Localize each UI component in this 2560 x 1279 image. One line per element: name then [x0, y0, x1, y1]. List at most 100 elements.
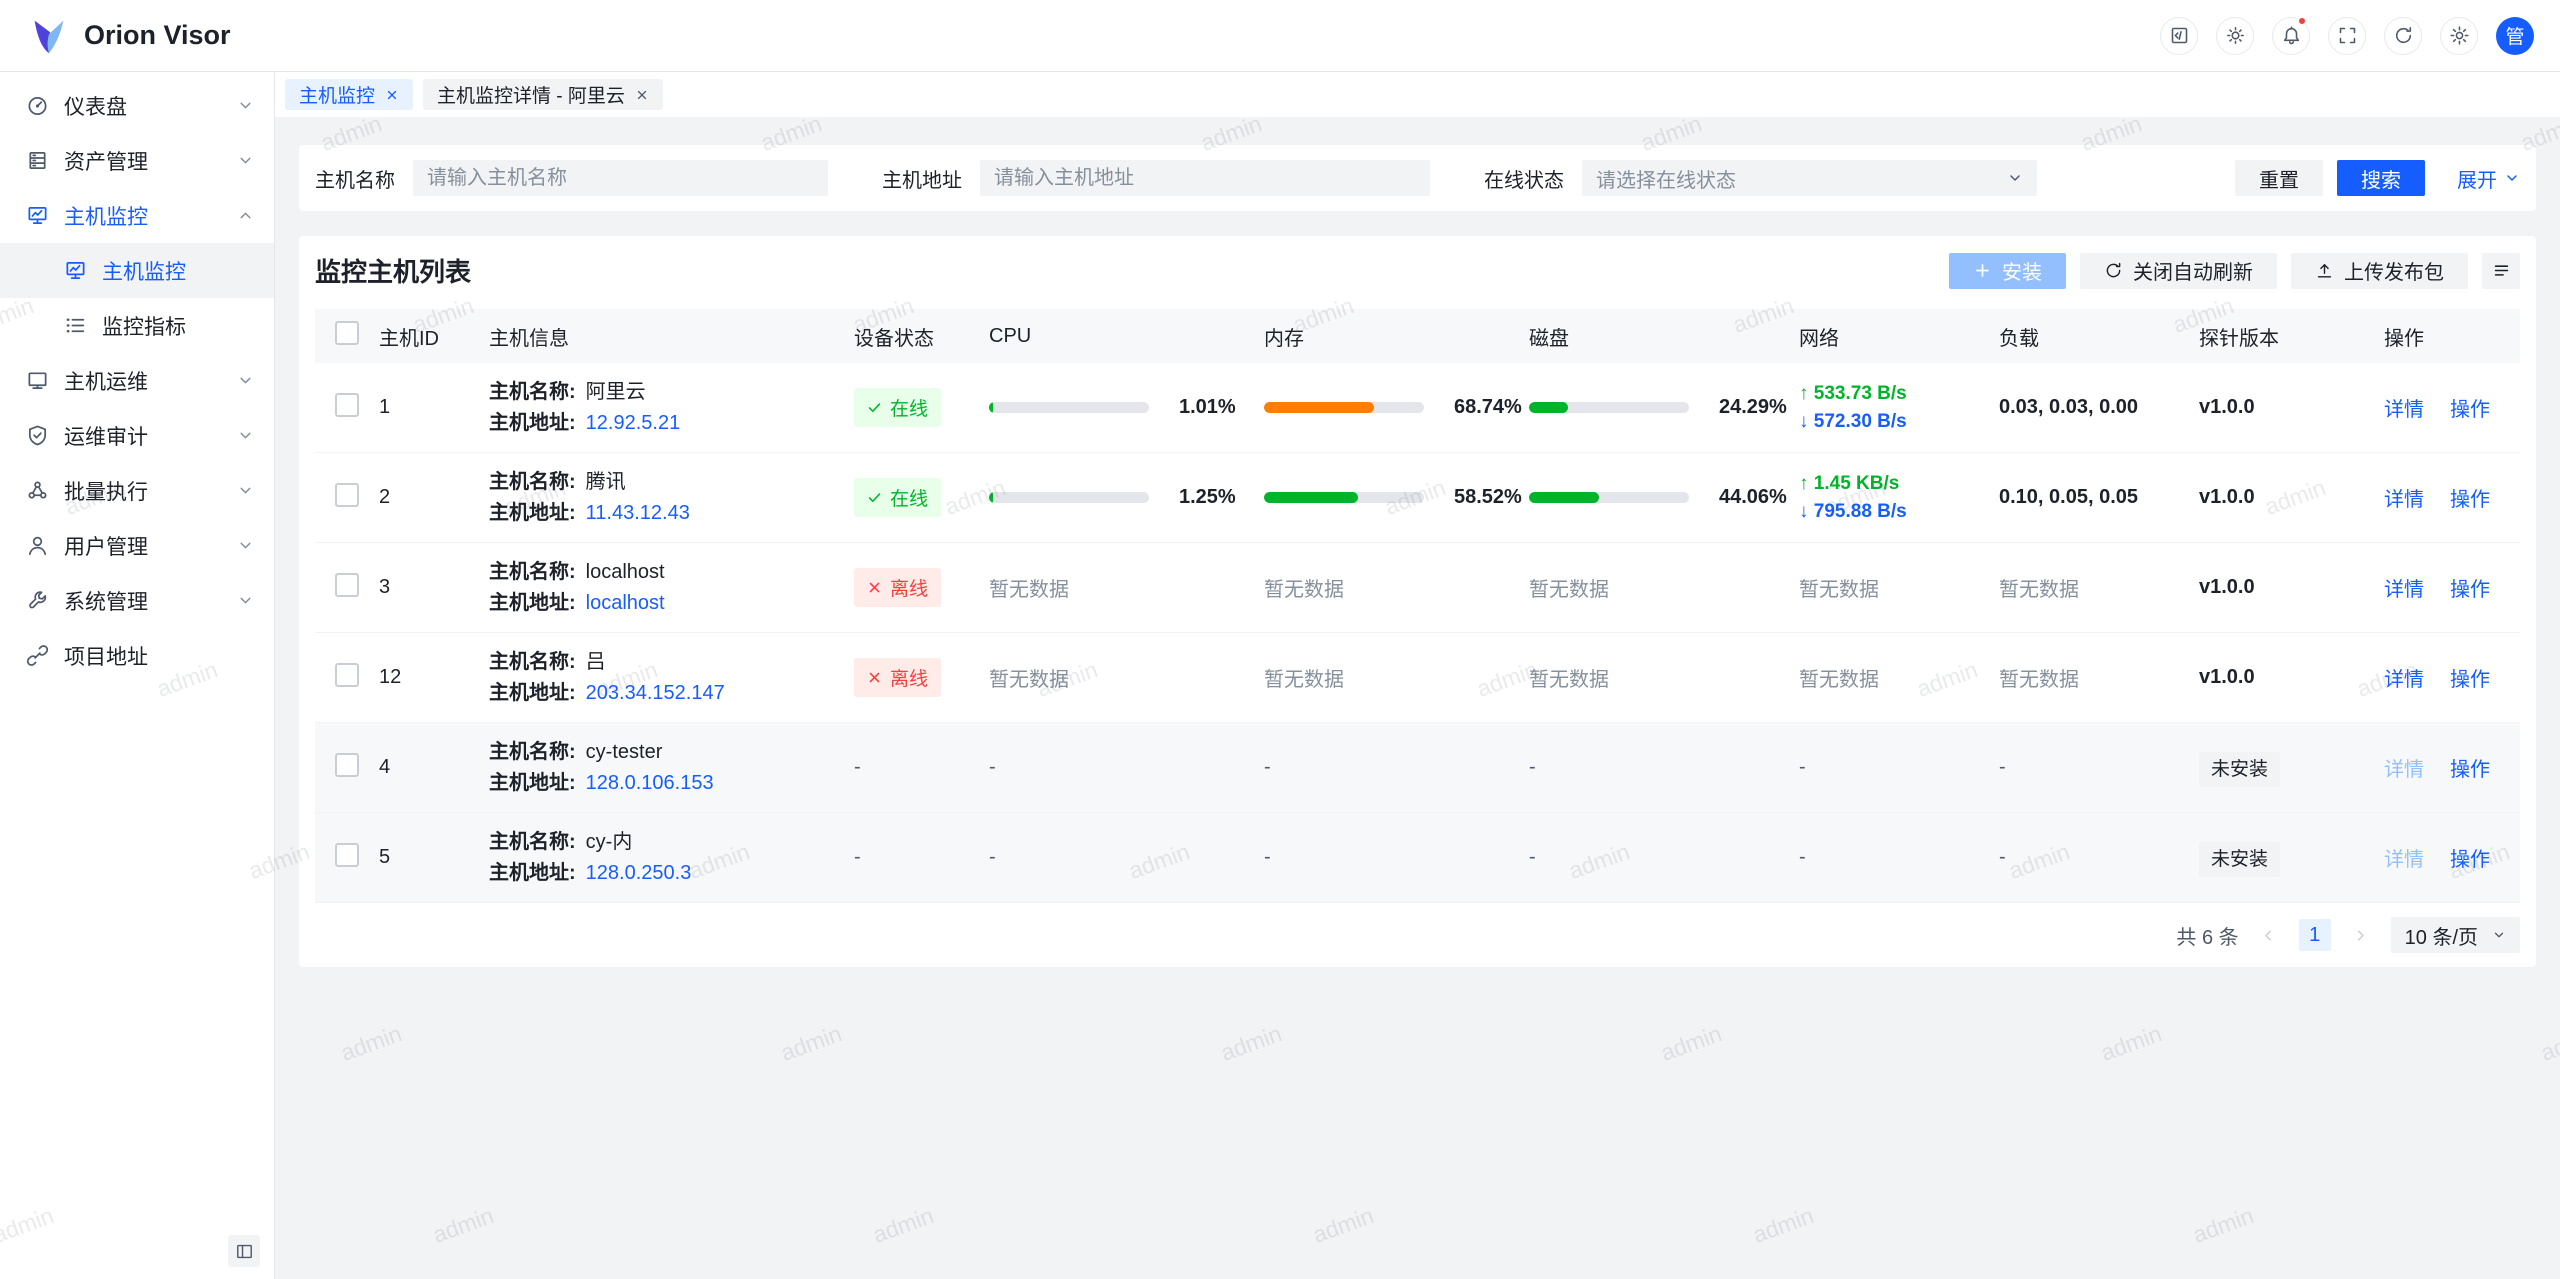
chevron-down-icon — [2504, 170, 2520, 186]
page-size-select[interactable]: 10 条/页 — [2390, 917, 2520, 953]
install-button[interactable]: 安装 — [1949, 252, 2066, 289]
host-id-cell: 3 — [379, 576, 391, 598]
chevron-down-icon — [237, 152, 254, 169]
tab-host-monitoring-detail[interactable]: 主机监控详情 - 阿里云 — [423, 79, 663, 110]
row-checkbox[interactable] — [335, 842, 359, 867]
code-square-icon — [2169, 25, 2190, 46]
sidebar-item-dashboard[interactable]: 仪表盘 — [0, 78, 274, 133]
sidebar-item-project-url[interactable]: 项目地址 — [0, 628, 274, 683]
page-1-button[interactable]: 1 — [2298, 919, 2331, 951]
sidebar-item-host-monitoring[interactable]: 主机监控 — [0, 188, 274, 243]
chevron-down-icon — [237, 482, 254, 499]
host-address-link[interactable]: 203.34.152.147 — [585, 681, 725, 704]
online-status-select[interactable]: 请选择在线状态 — [1582, 160, 2037, 196]
host-address-link[interactable]: 12.92.5.21 — [585, 411, 681, 434]
column-header-0: 主机ID — [379, 327, 439, 350]
operations-link[interactable]: 操作 — [2450, 759, 2490, 781]
row-checkbox[interactable] — [335, 392, 359, 417]
sidebar-item-label: 系统管理 — [64, 590, 148, 614]
agent-version-cell: v1.0.0 — [2199, 486, 2384, 509]
search-button[interactable]: 搜索 — [2337, 160, 2425, 196]
auto-refresh-button[interactable]: 关闭自动刷新 — [2080, 252, 2277, 289]
row-checkbox[interactable] — [335, 572, 359, 597]
row-select-cell — [315, 572, 379, 603]
host-info-cell: 主机名称: cy-内 主机地址: 128.0.250.3 — [489, 827, 854, 889]
list-icon — [64, 314, 87, 337]
sidebar-subitem-monitor-metrics[interactable]: 监控指标 — [0, 298, 274, 353]
expand-link[interactable]: 展开 — [2457, 164, 2520, 193]
sidebar-item-host-ops[interactable]: 主机运维 — [0, 353, 274, 408]
not-installed-badge: 未安装 — [2199, 842, 2281, 877]
sidebar-collapse-button[interactable] — [228, 1235, 260, 1267]
link-icon — [26, 644, 49, 667]
host-address-link[interactable]: 128.0.106.153 — [585, 771, 714, 794]
detail-link[interactable]: 详情 — [2384, 669, 2424, 691]
host-address-link[interactable]: 128.0.250.3 — [585, 861, 692, 884]
no-data-text: 暂无数据 — [1799, 579, 1879, 601]
sidebar-item-user-management[interactable]: 用户管理 — [0, 518, 274, 573]
sidebar-item-ops-audit[interactable]: 运维审计 — [0, 408, 274, 463]
code-button[interactable] — [2160, 16, 2198, 55]
row-checkbox[interactable] — [335, 662, 359, 687]
reset-button[interactable]: 重置 — [2235, 160, 2323, 196]
detail-link[interactable]: 详情 — [2384, 399, 2424, 421]
theme-button[interactable] — [2216, 16, 2254, 55]
operations-link[interactable]: 操作 — [2450, 399, 2490, 421]
sidebar-item-asset-management[interactable]: 资产管理 — [0, 133, 274, 188]
load-cell: - — [1999, 846, 2199, 869]
tab-host-monitoring[interactable]: 主机监控 — [285, 79, 414, 110]
detail-link[interactable]: 详情 — [2384, 579, 2424, 601]
fullscreen-button[interactable] — [2328, 16, 2366, 55]
not-installed-badge: 未安装 — [2199, 752, 2281, 787]
next-page-button[interactable] — [2345, 919, 2377, 951]
host-address-input[interactable] — [980, 160, 1430, 196]
load-cell: 暂无数据 — [1999, 663, 2199, 692]
column-settings-button[interactable] — [2482, 252, 2520, 289]
notifications-button[interactable] — [2272, 15, 2310, 55]
cpu-percent-label: 1.25% — [1179, 486, 1236, 508]
logo-icon — [34, 20, 64, 53]
sidebar: 仪表盘 资产管理 主机监控 主机监控 监控指标 主机运维 运维审计 批量执行 用户管理 系统管理项… — [0, 72, 275, 1279]
no-data-text: 暂无数据 — [1799, 669, 1879, 691]
user-avatar[interactable]: 管 — [2496, 16, 2534, 55]
dash-text: - — [1264, 846, 1271, 868]
upload-package-button[interactable]: 上传发布包 — [2291, 252, 2468, 289]
operations-link[interactable]: 操作 — [2450, 489, 2490, 511]
operations-link[interactable]: 操作 — [2450, 579, 2490, 601]
disk-cell: 暂无数据 — [1529, 573, 1799, 602]
host-address-link[interactable]: 11.43.12.43 — [585, 501, 690, 524]
network-cell: - — [1799, 846, 1999, 869]
host-address-line: 主机地址: 12.92.5.21 — [489, 411, 681, 434]
sidebar-item-system-management[interactable]: 系统管理 — [0, 573, 274, 628]
table-row: 12 主机名称: 吕主机地址: 203.34.152.147 离线 暂无数据 暂无数据 暂无数… — [315, 633, 2520, 723]
row-checkbox[interactable] — [335, 752, 359, 777]
table-row: 5 主机名称: cy-内 主机地址: 128.0.250.3- - - - - - 未安装 详情 操作 — [315, 813, 2520, 903]
page-size-value: 10 条/页 — [2404, 926, 2478, 949]
row-checkbox[interactable] — [335, 482, 359, 507]
detail-link[interactable]: 详情 — [2384, 489, 2424, 511]
mem-cell: 暂无数据 — [1264, 663, 1529, 692]
dash-text: - — [1999, 846, 2006, 868]
select-all-checkbox[interactable] — [335, 321, 359, 345]
install-label: 安装 — [2002, 262, 2042, 284]
prev-page-button[interactable] — [2253, 919, 2285, 951]
sidebar-item-batch-execute[interactable]: 批量执行 — [0, 463, 274, 518]
host-name-input[interactable] — [413, 160, 828, 196]
operations-link[interactable]: 操作 — [2450, 849, 2490, 871]
settings-button[interactable] — [2440, 16, 2478, 55]
host-address-line: 主机地址: 128.0.250.3 — [489, 861, 692, 884]
host-id-cell: 5 — [379, 846, 391, 868]
dash-text: - — [989, 846, 996, 868]
host-info-cell: 主机名称: 阿里云 主机地址: 12.92.5.21 — [489, 377, 854, 439]
disk-percent-label: 24.29% — [1719, 396, 1787, 418]
chevron-down-icon — [237, 97, 254, 114]
mem-percent-label: 58.52% — [1454, 486, 1522, 508]
no-data-text: 暂无数据 — [1529, 579, 1609, 601]
host-address-link[interactable]: localhost — [585, 591, 665, 614]
refresh-button[interactable] — [2384, 16, 2422, 55]
sidebar-subitem-host-monitoring-sub[interactable]: 主机监控 — [0, 243, 274, 298]
agent-version-cell: v1.0.0 — [2199, 576, 2384, 599]
detail-link: 详情 — [2384, 849, 2424, 871]
table-row: 3 主机名称: localhost 主机地址: localhost 离线 暂无数据 暂无数据 暂… — [315, 543, 2520, 633]
operations-link[interactable]: 操作 — [2450, 669, 2490, 691]
